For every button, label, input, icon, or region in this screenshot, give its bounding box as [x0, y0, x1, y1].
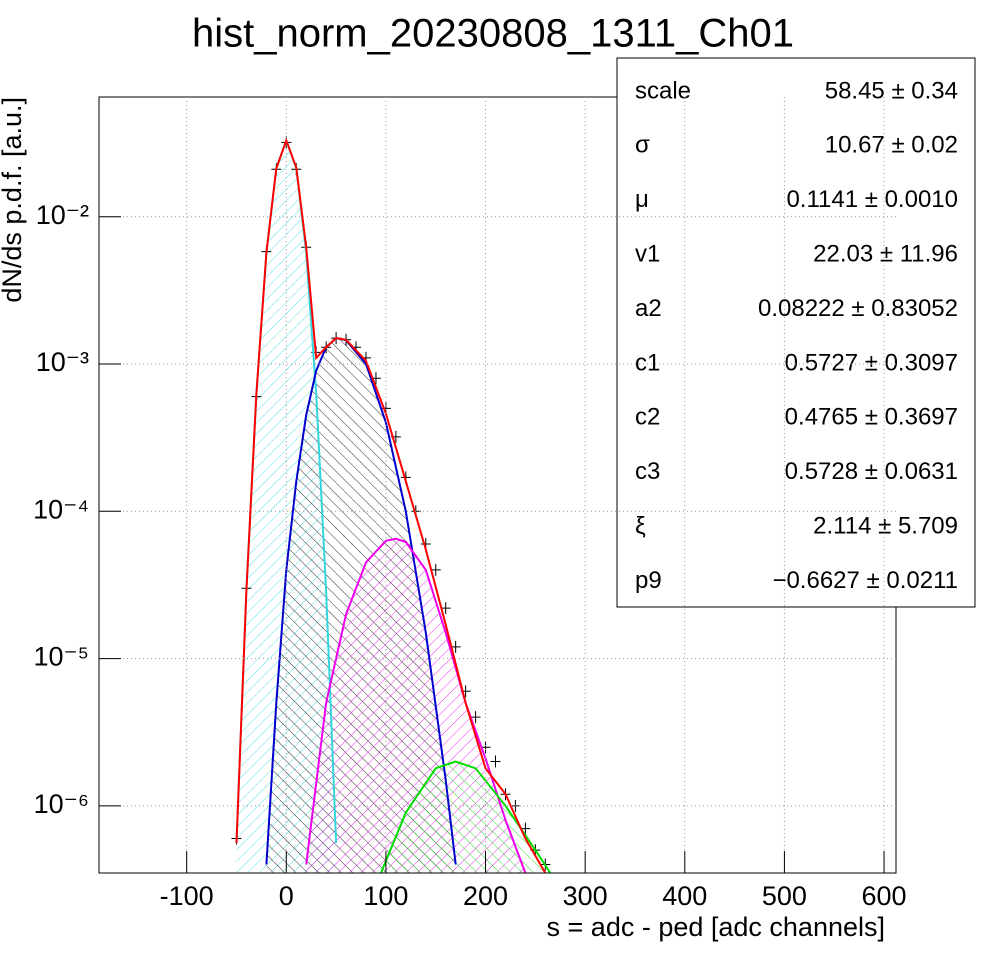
x-axis-label: s = adc - ped [adc channels]: [547, 912, 885, 942]
fit-curve: [305, 537, 527, 873]
histogram-bin: [470, 711, 481, 724]
stats-value: 22.03 ± 11.96: [813, 241, 958, 268]
stats-name: c2: [635, 404, 660, 431]
x-tick-label: -100: [160, 881, 214, 911]
fit-curve: [379, 760, 552, 873]
stats-value: 58.45 ± 0.34: [825, 77, 958, 104]
x-tick-label: 200: [463, 881, 508, 911]
stats-name: c1: [635, 349, 660, 376]
stats-name: v1: [635, 241, 660, 268]
x-tick-label: 500: [762, 881, 807, 911]
stats-name: p9: [635, 567, 662, 594]
stats-value: 10.67 ± 0.02: [825, 132, 958, 159]
stats-value: 0.08222 ± 0.83052: [758, 295, 958, 322]
histogram-bin: [490, 755, 501, 768]
stats-box: scale 58.45 ± 0.34 σ 10.67 ± 0.02 μ 0.1141 ± …: [616, 57, 976, 608]
y-tick-label: 10⁻²: [36, 200, 89, 230]
stats-name: scale: [635, 77, 691, 104]
curve-area: [380, 761, 551, 873]
chart-title: hist_norm_20230808_1311_Ch01: [192, 12, 794, 56]
y-tick-label: 10⁻³: [36, 347, 89, 377]
y-tick-label: 10⁻⁴: [33, 494, 89, 524]
stats-value: 0.5728 ± 0.0631: [785, 458, 958, 485]
x-tick-label: 0: [279, 881, 294, 911]
plot-area: [231, 136, 552, 873]
histogram-bin: [430, 563, 441, 576]
x-tick-label: 400: [662, 881, 707, 911]
fit-curve: [235, 137, 547, 873]
x-tick-label: 300: [563, 881, 608, 911]
y-axis-label: dN/ds p.d.f. [a.u.]: [0, 97, 27, 303]
stats-value: 0.1141 ± 0.0010: [786, 186, 958, 213]
stats-value: −0.6627 ± 0.0211: [772, 567, 958, 594]
stats-name: μ: [635, 186, 649, 213]
y-tick-label: 10⁻⁵: [34, 642, 89, 672]
histogram-bin: [440, 602, 451, 615]
y-tick-label: 10⁻⁶: [34, 789, 89, 819]
stats-name: a2: [635, 295, 662, 322]
stats-frame: [616, 57, 976, 608]
stats-name: ξ: [635, 513, 646, 540]
stats-value: 0.4765 ± 0.3697: [785, 404, 958, 431]
stats-value: 0.5727 ± 0.3097: [785, 349, 958, 376]
stats-value: 2.114 ± 5.709: [813, 513, 958, 540]
stats-name: σ: [635, 132, 650, 159]
x-tick-label: 100: [363, 881, 408, 911]
x-tick-label: 600: [862, 881, 907, 911]
stats-name: c3: [635, 458, 660, 485]
